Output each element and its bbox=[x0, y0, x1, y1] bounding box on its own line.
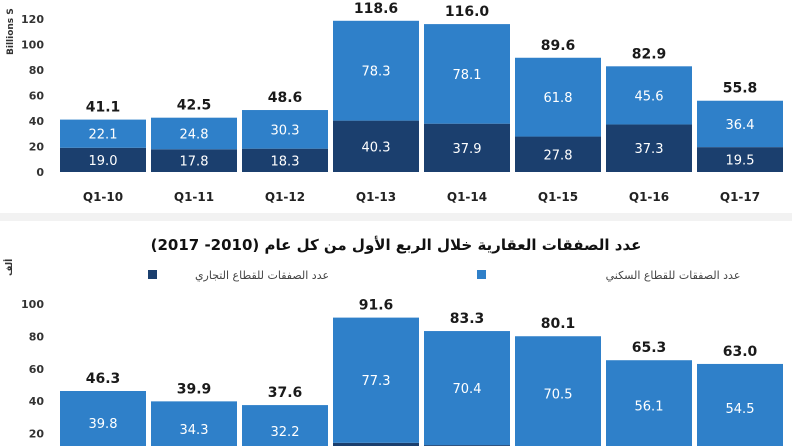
legend-swatch-commercial bbox=[148, 270, 157, 279]
top-segment-value-label: 61.8 bbox=[544, 91, 573, 106]
top-category-label: Q1-12 bbox=[265, 190, 305, 204]
top-bar-segment-residential bbox=[697, 100, 783, 148]
top-ytick-label: 100 bbox=[21, 39, 44, 52]
top-category-label: Q1-17 bbox=[720, 190, 760, 204]
top-segment-value-label: 19.0 bbox=[89, 154, 118, 169]
top-segment-value-label: 36.4 bbox=[726, 118, 755, 133]
top-bar-segment-commercial bbox=[606, 124, 692, 172]
top-ytick-label: 120 bbox=[21, 13, 44, 26]
bottom-segment-value-label: 54.5 bbox=[726, 402, 755, 417]
top-segment-value-label: 37.3 bbox=[635, 142, 664, 157]
legend-swatch-residential bbox=[477, 270, 486, 279]
panel-divider bbox=[0, 213, 792, 221]
top-segment-value-label: 45.6 bbox=[635, 89, 664, 104]
top-segment-value-label: 78.1 bbox=[453, 68, 482, 83]
bottom-ytick-label: 20 bbox=[29, 428, 45, 441]
bottom-segment-value-label: 56.1 bbox=[635, 400, 664, 415]
top-ytick-label: 40 bbox=[29, 115, 45, 128]
bottom-segment-value-label: 70.4 bbox=[453, 382, 482, 397]
top-segment-value-label: 78.3 bbox=[362, 65, 391, 80]
top-ytick-label: 60 bbox=[29, 90, 45, 103]
bottom-ytick-label: 40 bbox=[29, 395, 45, 408]
top-bar-segment-commercial bbox=[333, 120, 419, 172]
bottom-bar-segment-residential bbox=[515, 336, 601, 446]
bottom-chart: 20 40 60 80 100 39.8 46.3 34.3 39.9 32.2 37.6 77.3 9… bbox=[21, 298, 783, 446]
top-ytick-label: 0 bbox=[36, 166, 44, 179]
top-bar-segment-commercial bbox=[424, 123, 510, 172]
bottom-ytick-label: 80 bbox=[29, 330, 45, 343]
top-ytick-label: 80 bbox=[29, 64, 45, 77]
bottom-segment-value-label: 77.3 bbox=[362, 374, 391, 389]
top-category-label: Q1-13 bbox=[356, 190, 396, 204]
top-bar-segment-commercial bbox=[697, 147, 783, 172]
top-bar-segment-residential bbox=[606, 66, 692, 125]
top-segment-value-label: 17.8 bbox=[180, 155, 209, 170]
top-category-label: Q1-14 bbox=[447, 190, 487, 204]
top-bar-segment-commercial bbox=[242, 148, 328, 172]
bottom-total-label: 63.0 bbox=[723, 344, 758, 360]
bottom-bar-segment-residential bbox=[333, 317, 419, 443]
top-ytick-label: 20 bbox=[29, 141, 45, 154]
top-category-label: Q1-15 bbox=[538, 190, 578, 204]
bottom-bar-segment-residential bbox=[151, 401, 237, 446]
top-bar-segment-residential bbox=[151, 117, 237, 150]
top-segment-value-label: 40.3 bbox=[362, 140, 391, 155]
bottom-total-label: 65.3 bbox=[632, 340, 667, 356]
bottom-segment-value-label: 32.2 bbox=[271, 425, 300, 440]
legend-label-residential: عدد الصفقات للقطاع السكني bbox=[606, 269, 741, 282]
top-total-label: 48.6 bbox=[268, 90, 303, 106]
top-category-label: Q1-11 bbox=[174, 190, 214, 204]
bottom-chart-title: عدد الصفقات العقارية خلال الربع الأول من… bbox=[151, 236, 642, 254]
top-total-label: 55.8 bbox=[723, 81, 758, 97]
bottom-bar-segment-residential bbox=[606, 360, 692, 446]
top-y-axis-label: Billions S bbox=[6, 8, 16, 55]
top-total-label: 89.6 bbox=[541, 38, 576, 54]
bottom-bar-segment-residential bbox=[242, 405, 328, 446]
bottom-segment-value-label: 39.8 bbox=[89, 417, 118, 432]
top-bar-segment-residential bbox=[333, 20, 419, 121]
top-chart: 0 20 40 60 80 100 120 19.0 22.1 41.1 Q1-10 17.8 24.8… bbox=[21, 1, 783, 204]
top-category-label: Q1-16 bbox=[629, 190, 669, 204]
top-total-label: 42.5 bbox=[177, 98, 212, 114]
bottom-total-label: 46.3 bbox=[86, 371, 121, 387]
top-segment-value-label: 19.5 bbox=[726, 154, 755, 169]
top-total-label: 118.6 bbox=[354, 1, 398, 17]
top-segment-value-label: 22.1 bbox=[89, 128, 118, 143]
bottom-total-label: 39.9 bbox=[177, 381, 212, 397]
top-segment-value-label: 27.8 bbox=[544, 148, 573, 163]
bottom-total-label: 91.6 bbox=[359, 298, 394, 314]
bottom-y-axis-label: ألف bbox=[3, 259, 15, 276]
bottom-bar-segment-commercial bbox=[333, 442, 419, 446]
bottom-ytick-label: 100 bbox=[21, 298, 44, 311]
bottom-bar-segment-residential bbox=[60, 390, 146, 446]
top-bar-segment-residential bbox=[242, 110, 328, 149]
bottom-total-label: 37.6 bbox=[268, 385, 303, 401]
bottom-total-label: 80.1 bbox=[541, 316, 576, 332]
bottom-ytick-label: 60 bbox=[29, 363, 45, 376]
top-category-label: Q1-10 bbox=[83, 190, 123, 204]
bottom-bar-segment-residential bbox=[697, 363, 783, 446]
top-segment-value-label: 24.8 bbox=[180, 127, 209, 142]
top-segment-value-label: 30.3 bbox=[271, 123, 300, 138]
top-bar-segment-residential bbox=[424, 24, 510, 124]
top-total-label: 116.0 bbox=[445, 4, 490, 20]
legend-label-commercial: عدد الصفقات للقطاع التجاري bbox=[195, 269, 329, 282]
bottom-segment-value-label: 34.3 bbox=[180, 423, 209, 438]
bottom-bar-segment-residential bbox=[424, 331, 510, 446]
top-segment-value-label: 18.3 bbox=[271, 154, 300, 169]
bottom-segment-value-label: 70.5 bbox=[544, 387, 573, 402]
top-total-label: 41.1 bbox=[86, 100, 121, 116]
top-bar-segment-commercial bbox=[151, 149, 237, 172]
top-bar-segment-residential bbox=[60, 119, 146, 148]
top-bar-segment-commercial bbox=[60, 147, 146, 172]
top-bar-segment-residential bbox=[515, 57, 601, 137]
top-segment-value-label: 37.9 bbox=[453, 142, 482, 157]
bottom-total-label: 83.3 bbox=[450, 311, 485, 327]
top-total-label: 82.9 bbox=[632, 46, 667, 62]
top-bar-segment-commercial bbox=[515, 136, 601, 172]
